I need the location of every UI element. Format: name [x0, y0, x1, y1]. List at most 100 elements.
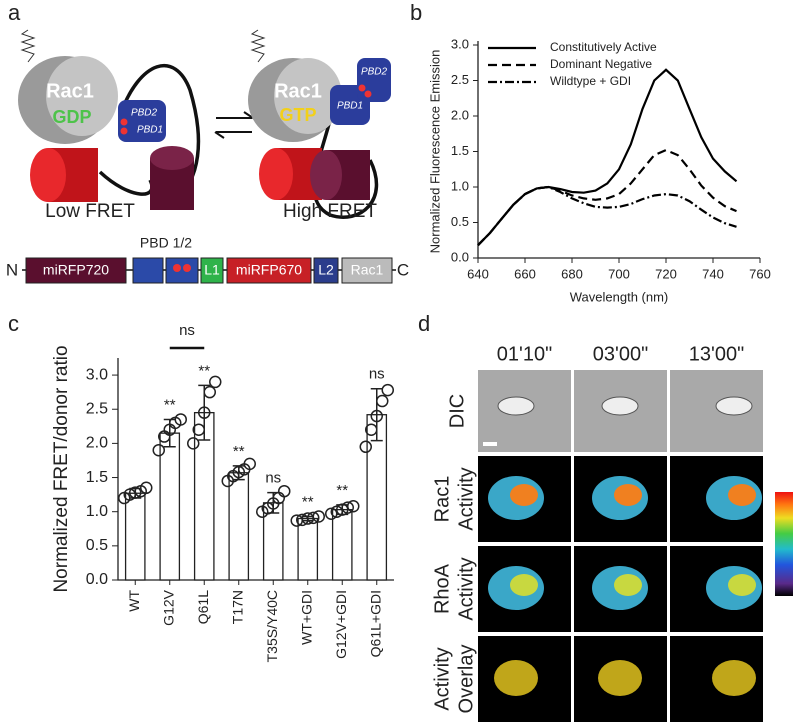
significance-label: ** [302, 493, 314, 510]
mirfp670-face [259, 148, 293, 200]
x-tick-label: T35S/Y40C [264, 590, 280, 662]
x-tick-label: 660 [514, 266, 536, 281]
pbd-label: PBD2 [131, 108, 158, 119]
cell-activity [510, 484, 538, 506]
scale-bar [483, 442, 497, 446]
data-point [123, 488, 136, 501]
cell-overlay [598, 660, 642, 696]
bar [331, 508, 353, 581]
data-point [376, 394, 389, 408]
state-label: High FRET [283, 201, 377, 222]
cell [715, 396, 753, 416]
cell-activity [728, 484, 756, 506]
block-label: Rac1 [351, 262, 384, 278]
data-point [140, 481, 153, 495]
data-point [278, 484, 291, 498]
x-tick-label: 760 [749, 266, 771, 281]
rac1-face [274, 58, 342, 134]
data-point [198, 406, 211, 419]
data-point [152, 443, 165, 457]
panel-label: d [418, 311, 430, 336]
panel-label: c [8, 311, 19, 336]
binding-site [120, 127, 128, 135]
x-tick-label: WT+GDI [298, 590, 314, 645]
y-tick-label: 2.5 [451, 72, 469, 87]
bar [124, 492, 146, 581]
x-tick-label: 680 [561, 266, 583, 281]
y-tick-label: 1.0 [86, 503, 108, 520]
block-label: PBD 1/2 [140, 235, 192, 251]
legend-label: Wildtype + GDI [550, 74, 631, 88]
rac1-label: Rac1 [274, 80, 322, 102]
time-label: 01'10" [497, 343, 552, 365]
membrane-anchor [20, 29, 36, 63]
emission-chart: 640 660 680 700 720 740 760 0.0 0.5 1.0 1.5 2.0 2.5 3… [427, 36, 770, 304]
cell-activity [728, 574, 756, 596]
bracket-label: ns [179, 322, 195, 339]
y-tick-label: 2.5 [86, 400, 108, 417]
bar [159, 432, 181, 581]
y-tick-label: 2.0 [86, 435, 108, 452]
row-label: DIC [446, 394, 468, 428]
y-tick-label: 1.0 [451, 178, 469, 193]
significance-label: ns [369, 366, 385, 383]
y-axis-title: Normalized Fluorescence Emission [427, 50, 442, 254]
terminus-label: N [6, 260, 18, 279]
data-point [365, 423, 378, 436]
x-tick-label: G12V+GDI [333, 590, 349, 659]
binding-site [358, 84, 366, 92]
data-point [129, 486, 142, 499]
data-point [359, 440, 372, 454]
x-tick-label: 640 [467, 266, 489, 281]
data-point [370, 409, 383, 423]
low-fret-diagram: Rac1 GDP PBD2 PBD1 Low FRET [18, 29, 201, 222]
y-tick-label: 3.0 [86, 366, 108, 383]
y-axis-title: Normalized FRET/donor ratio [51, 345, 72, 592]
legend-label: Dominant Negative [550, 57, 652, 71]
significance-label: ns [265, 470, 281, 487]
rac1-label: Rac1 [46, 80, 94, 102]
x-tick-label: Q61L [195, 590, 211, 624]
mirfp670-block [226, 257, 312, 284]
y-tick-label: 0.0 [451, 249, 469, 264]
cell-activity [614, 484, 642, 506]
x-tick-label: G12V [160, 589, 176, 625]
pbd-block [165, 257, 199, 284]
cell-overlay [494, 660, 538, 696]
row-label: RhoA [431, 563, 453, 614]
construct: N miRFP720 PBD 1/2 L1 miRFP670 L2 Rac1 C [6, 235, 409, 284]
ratio-chart: 0.0 0.5 1.0 1.5 2.0 2.5 3.0 Normalized FRET/don… [51, 322, 394, 662]
nucleotide-label: GDP [52, 107, 91, 127]
cell [601, 396, 639, 416]
pbd-domain [118, 100, 166, 142]
x-tick-label: 700 [608, 266, 630, 281]
series-line [477, 68, 738, 246]
data-point [381, 383, 394, 397]
block-label: miRFP720 [43, 262, 109, 278]
mirfp670-face [30, 148, 66, 202]
terminus-label: C [397, 260, 409, 279]
data-point [203, 385, 216, 399]
y-tick-label: 1.5 [86, 469, 108, 486]
data-point [336, 503, 349, 516]
data-point [187, 437, 200, 450]
significance-label: ** [164, 396, 176, 413]
x-axis-title: Wavelength (nm) [570, 289, 669, 304]
block-label: miRFP670 [236, 262, 302, 278]
y-tick-label: 1.5 [451, 143, 469, 158]
high-fret-diagram: Rac1 GTP PBD1 PBD2 High FRET [248, 29, 391, 222]
data-point [347, 499, 360, 513]
data-point [243, 457, 256, 471]
membrane-anchor [250, 29, 266, 63]
time-label: 13'00" [689, 343, 744, 365]
bar [228, 472, 250, 581]
data-point [307, 511, 320, 525]
cell-overlay [712, 660, 756, 696]
cell [497, 396, 535, 416]
pbd-domain [357, 58, 391, 102]
rac1-face [46, 56, 118, 136]
x-tick-label: T17N [229, 590, 245, 624]
x-tick-label: 720 [655, 266, 677, 281]
